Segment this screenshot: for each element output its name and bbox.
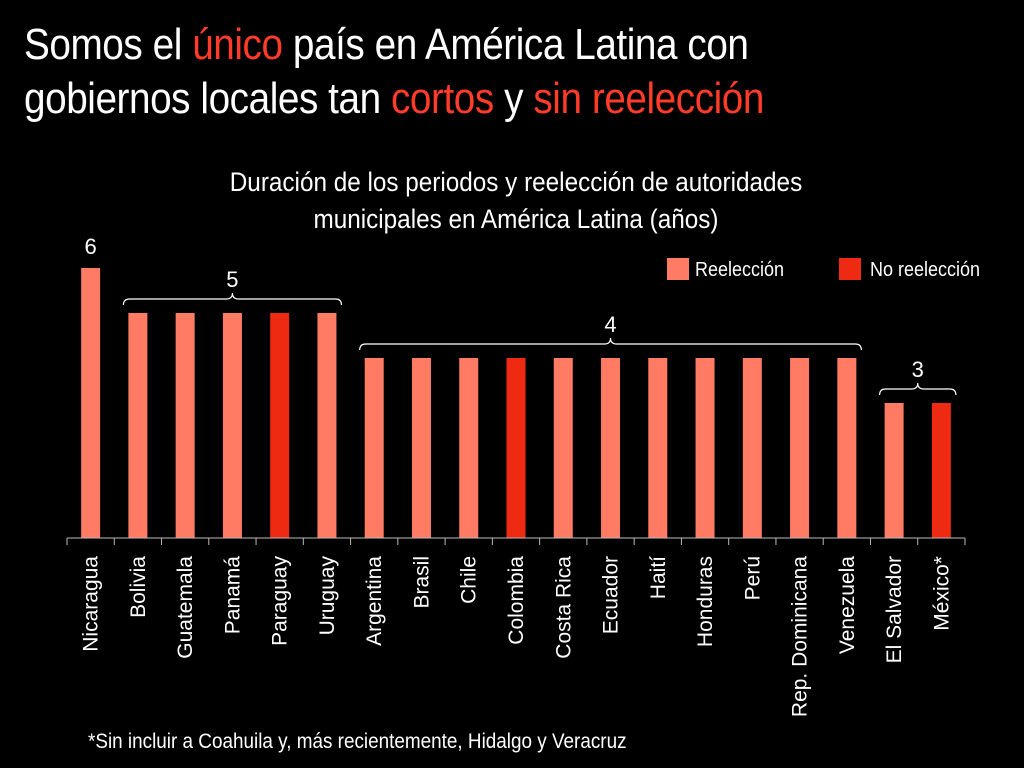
bar-brasil <box>411 358 431 538</box>
bar-chile <box>459 358 479 538</box>
title-text-segment: Somos el <box>24 20 193 69</box>
bar-guatemala <box>175 313 195 538</box>
group-brace <box>122 292 343 306</box>
bar-argentina <box>364 358 384 538</box>
legend-swatch-reeleccion <box>667 258 689 280</box>
title-line-2: gobiernos locales tan cortos y sin reele… <box>24 72 895 126</box>
bar-colombia <box>506 358 526 538</box>
group-value-label: 4 <box>604 312 616 337</box>
group-value-label: 3 <box>912 357 924 382</box>
bar-uruguay <box>317 313 337 538</box>
x-tick-label: Haití <box>647 556 670 599</box>
x-tick-label: Chile <box>458 556 481 604</box>
x-tick-label: Venezuela <box>836 556 859 654</box>
x-tick-label: Perú <box>741 556 764 600</box>
group-brace <box>879 382 957 396</box>
bar-bolivia <box>128 313 148 538</box>
bar-m-xico <box>931 403 951 538</box>
x-tick-label: Bolivia <box>127 556 150 618</box>
bar-paraguay <box>270 313 290 538</box>
bar-honduras <box>695 358 715 538</box>
bar-venezuela <box>837 358 857 538</box>
footnote: *Sin incluir a Coahuila y, más recientem… <box>88 730 627 753</box>
group-value-label: 5 <box>226 267 238 292</box>
x-tick-label: Brasil <box>410 556 433 609</box>
x-tick-label: Honduras <box>694 556 717 647</box>
bar-hait <box>648 358 668 538</box>
title-highlight-word: cortos <box>391 74 494 123</box>
title-text-segment: gobiernos locales tan <box>24 74 392 123</box>
legend-label-reeleccion: Reelección <box>695 259 784 281</box>
x-tick-label: Rep. Dominicana <box>789 556 812 717</box>
bar-nicaragua <box>81 268 101 538</box>
chart-title-line-1: Duración de los periodos y reelección de… <box>230 168 802 197</box>
x-tick-label: Panamá <box>221 556 244 635</box>
x-tick-label: Argentina <box>363 556 386 646</box>
x-tick-label: Ecuador <box>600 556 623 634</box>
x-tick-label: Guatemala <box>174 556 197 659</box>
x-tick-label: Paraguay <box>269 556 292 646</box>
x-tick-label: Colombia <box>505 556 528 645</box>
slide-title: Somos el único país en América Latina co… <box>24 18 895 126</box>
group-value-label: 6 <box>85 234 97 259</box>
title-highlight-word: único <box>192 20 283 69</box>
x-tick-label: Nicaragua <box>80 556 103 652</box>
bar-panam <box>222 313 242 538</box>
title-text-segment: país en América Latina con <box>282 20 749 69</box>
title-line-1: Somos el único país en América Latina co… <box>24 18 895 72</box>
bar-per <box>742 358 762 538</box>
bar-ecuador <box>601 358 621 538</box>
x-tick-label: México* <box>930 556 953 631</box>
chart-title-line-2: municipales en América Latina (años) <box>313 205 718 234</box>
bar-rep-dominicana <box>790 358 810 538</box>
legend-label-no-reeleccion: No reelección <box>870 259 980 281</box>
bar-costa-rica <box>553 358 573 538</box>
x-tick-label: El Salvador <box>883 556 906 663</box>
title-highlight-word: sin reelección <box>533 74 764 123</box>
legend-swatch-no-reeleccion <box>839 258 861 280</box>
x-tick-label: Uruguay <box>316 556 339 636</box>
bar-el-salvador <box>884 403 904 538</box>
group-brace <box>359 337 862 351</box>
x-tick-label: Costa Rica <box>552 556 575 659</box>
title-text-segment: y <box>493 74 534 123</box>
